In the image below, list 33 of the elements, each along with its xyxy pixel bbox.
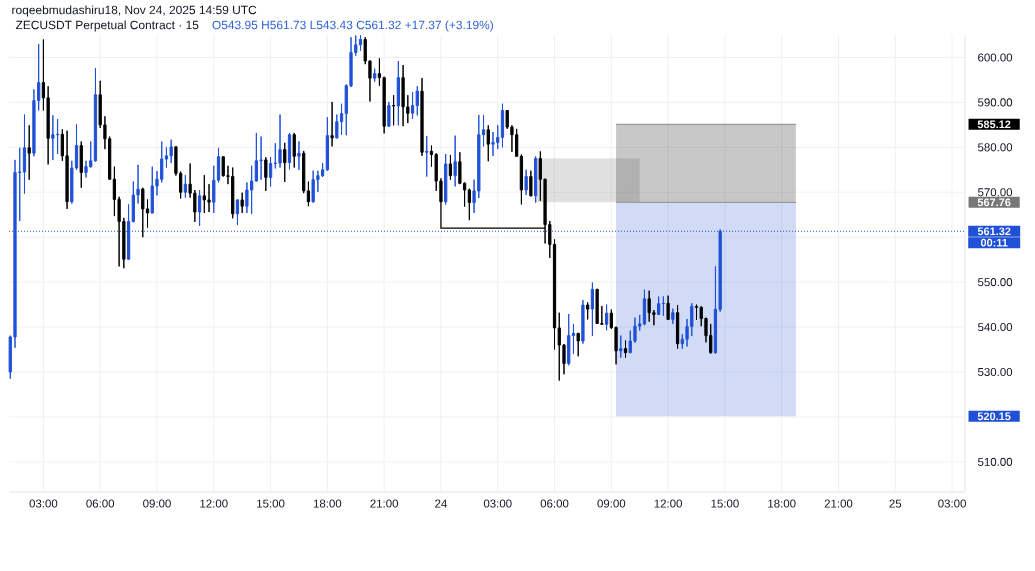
x-tick-label: 09:00 <box>597 499 626 508</box>
text: roqeebmudashiru18, Nov 24, 2025 14:59 UTC <box>12 5 257 17</box>
x-tick-label: 06:00 <box>86 499 115 508</box>
x-tick-label: 18:00 <box>313 499 342 508</box>
x-tick-label: 18:00 <box>768 499 796 508</box>
y-tick-label: 510.00 <box>977 457 1013 466</box>
x-tick-label: 15:00 <box>711 499 739 508</box>
y-tick-label: 570.00 <box>977 188 1013 197</box>
ref-line-label: 561.32 <box>977 227 1011 236</box>
chart-subtitle: O543.95 H561.73 L543.43 C561.32 +17.37 (+3.19%) <box>212 20 493 32</box>
x-tick-label: 12:00 <box>200 499 228 508</box>
y-tick-label: 600.00 <box>978 53 1013 62</box>
x-tick-label: 15:00 <box>257 499 285 508</box>
x-tick-label: 03:00 <box>29 499 58 508</box>
y-tick-label: 550.00 <box>977 278 1013 287</box>
x-tick-label: 06:00 <box>540 499 569 508</box>
x-tick-label: 09:00 <box>143 499 171 508</box>
x-tick-label: 03:00 <box>483 499 512 508</box>
y-tick-label: 540.00 <box>977 323 1013 332</box>
y-tick-label: 590.00 <box>977 98 1013 107</box>
y-tick-label: 520.15 <box>977 412 1011 421</box>
text: 00:11 <box>980 238 1008 247</box>
x-tick-label: 21:00 <box>370 499 399 508</box>
x-tick-label: 25 <box>889 499 902 508</box>
x-tick-label: 03:00 <box>938 499 966 508</box>
y-tick-label: 567.76 <box>977 198 1011 207</box>
chart-title: ZECUSDT Perpetual Contract · 15 <box>15 20 199 32</box>
x-tick-label: 21:00 <box>824 499 853 508</box>
y-tick-label: 585.12 <box>977 120 1011 129</box>
y-tick-label: 530.00 <box>977 367 1013 377</box>
x-tick-label: 12:00 <box>654 499 682 508</box>
x-tick-label: 24 <box>435 499 447 508</box>
y-tick-label: 580.00 <box>977 143 1013 152</box>
